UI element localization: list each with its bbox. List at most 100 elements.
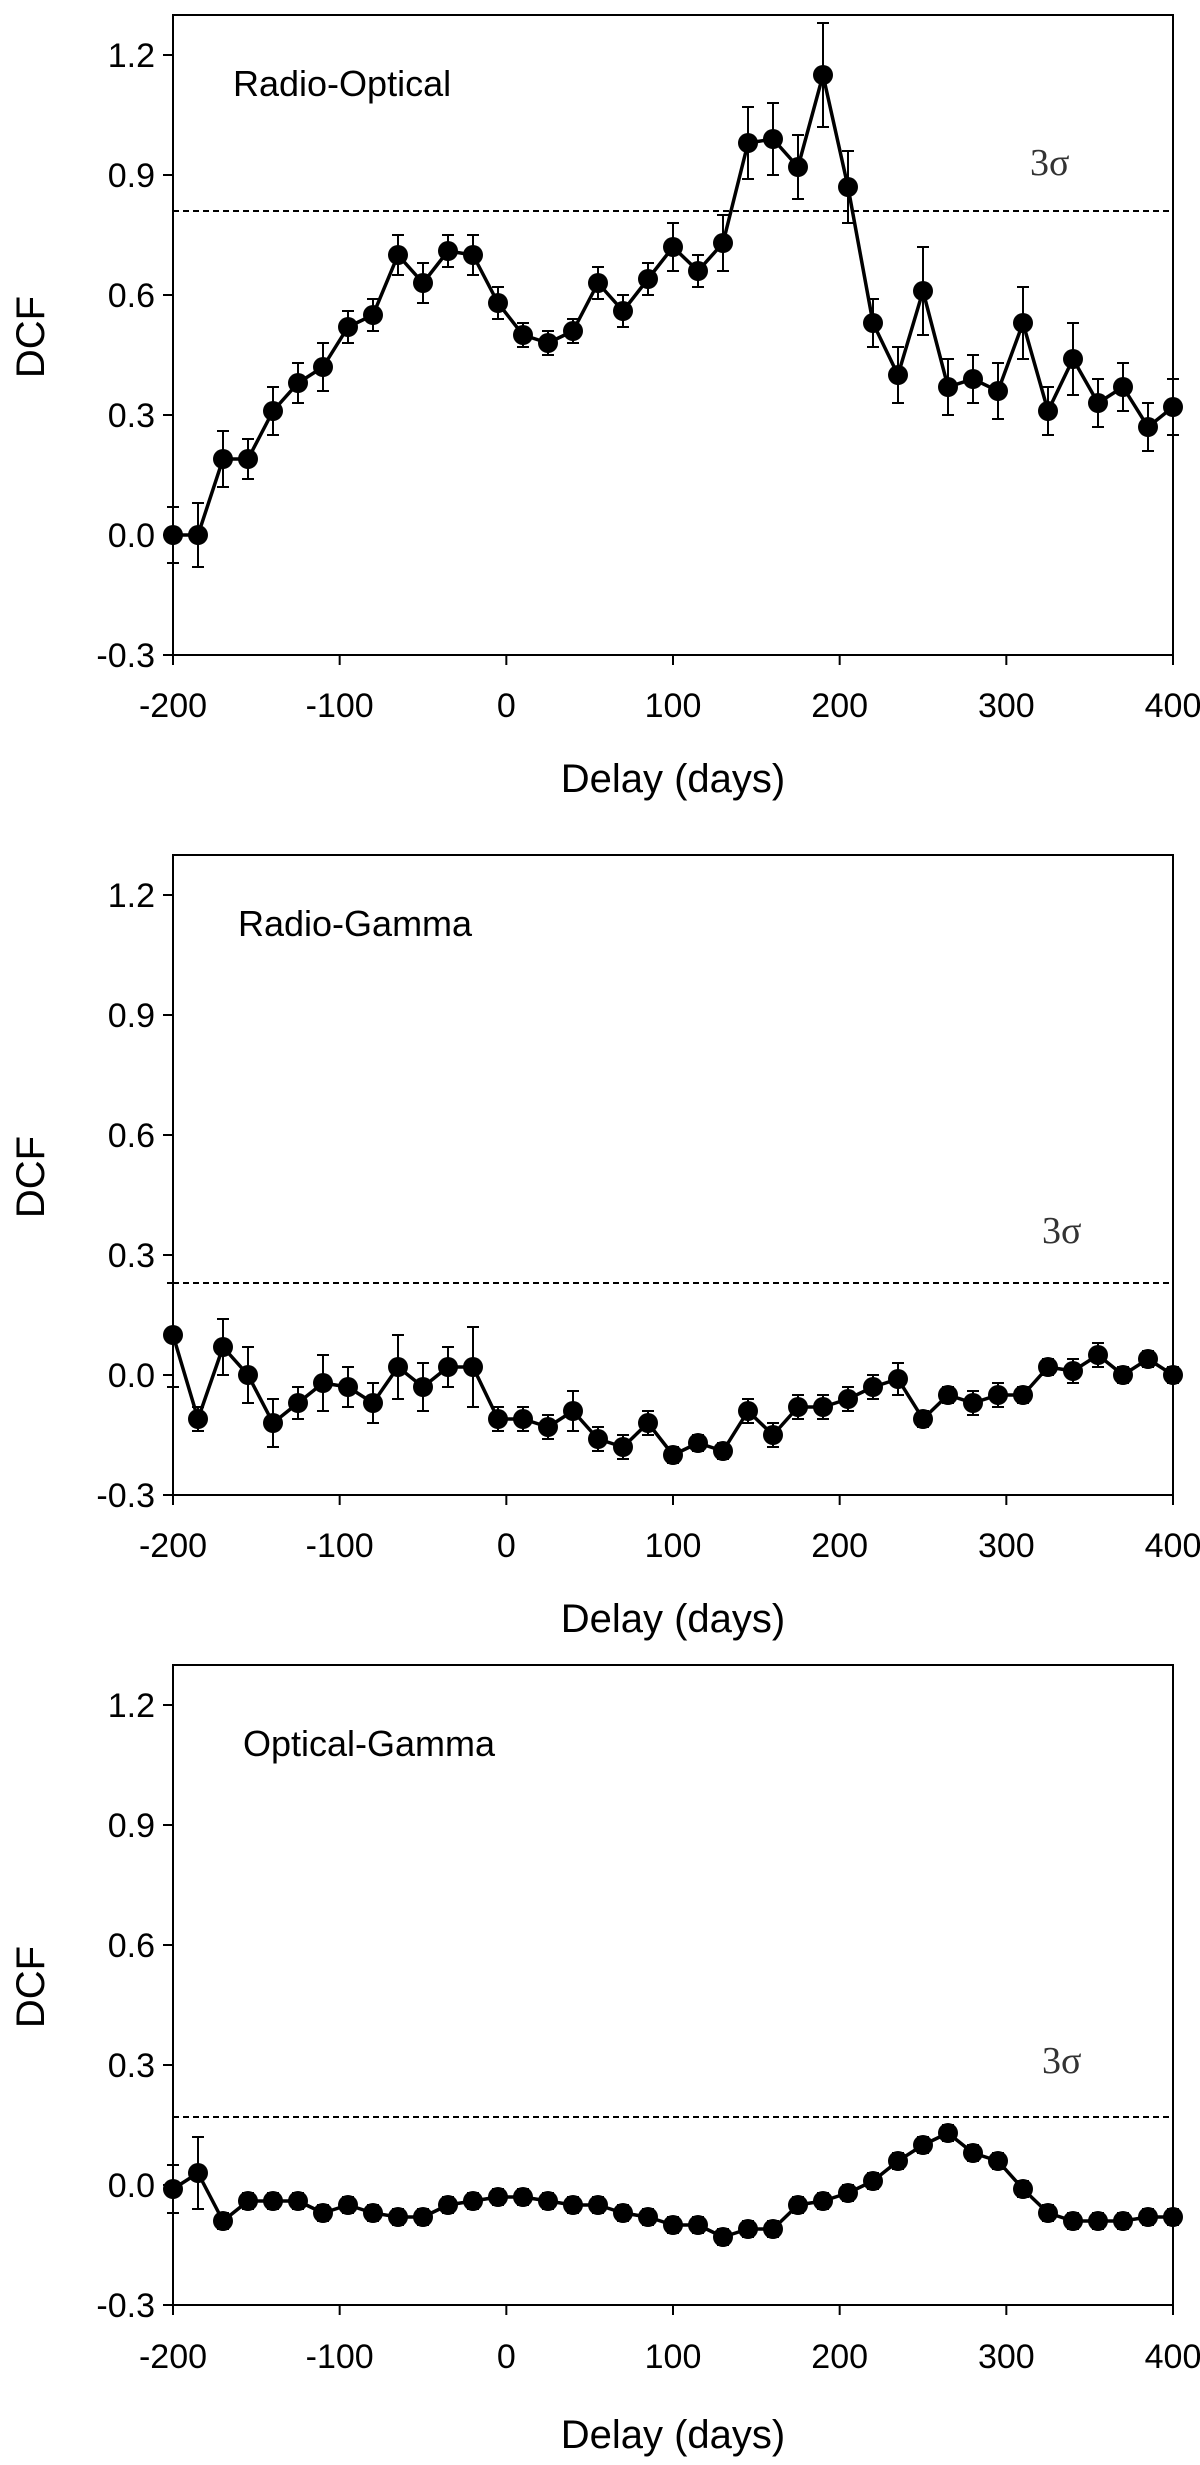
data-point — [738, 2219, 758, 2239]
data-point — [1138, 1349, 1158, 1369]
y-tick-label: 0.3 — [108, 397, 155, 435]
y-tick-label: 1.2 — [108, 37, 155, 75]
data-point — [513, 2187, 533, 2207]
data-point — [1063, 1361, 1083, 1381]
y-tick-label: 0.3 — [108, 2047, 155, 2085]
y-tick-label: 0.6 — [108, 277, 155, 315]
data-point — [1163, 1365, 1183, 1385]
y-tick-label: 0.0 — [108, 517, 155, 555]
x-tick-label: 100 — [645, 687, 702, 725]
data-point — [388, 1357, 408, 1377]
data-point — [663, 1445, 683, 1465]
x-axis-title: Delay (days) — [561, 757, 786, 801]
data-point — [588, 2195, 608, 2215]
y-tick-label: 0.0 — [108, 2167, 155, 2205]
data-point — [738, 1401, 758, 1421]
x-tick-label: -200 — [139, 1527, 207, 1565]
data-point — [438, 1357, 458, 1377]
data-point — [838, 177, 858, 197]
data-point — [963, 369, 983, 389]
x-tick-label: 0 — [497, 1527, 516, 1565]
radio-gamma-panel: Radio-Gamma Delay (days) DCF 3σ -0.3 0.0 0… — [9, 854, 1200, 1641]
threshold-label: 3σ — [1042, 2040, 1081, 2082]
data-point — [763, 129, 783, 149]
data-point — [263, 401, 283, 421]
data-point — [588, 1429, 608, 1449]
data-point — [588, 273, 608, 293]
data-point — [488, 293, 508, 313]
data-point — [1063, 349, 1083, 369]
data-point — [388, 245, 408, 265]
data-point — [688, 261, 708, 281]
data-point — [913, 1409, 933, 1429]
data-point — [363, 1393, 383, 1413]
data-point — [488, 2187, 508, 2207]
data-point — [788, 2195, 808, 2215]
panel-title: Radio-Optical — [233, 63, 451, 104]
x-tick-label: 0 — [497, 687, 516, 725]
data-point — [163, 2179, 183, 2199]
data-point — [663, 237, 683, 257]
data-point — [1163, 397, 1183, 417]
data-point — [238, 2191, 258, 2211]
data-point — [838, 1389, 858, 1409]
data-point — [1088, 393, 1108, 413]
x-tick-label: 0 — [497, 2338, 516, 2376]
data-point — [338, 317, 358, 337]
y-tick-label: 0.0 — [108, 1357, 155, 1395]
data-point — [163, 1325, 183, 1345]
data-point — [438, 2195, 458, 2215]
threshold-label: 3σ — [1042, 1210, 1081, 1252]
data-point — [888, 2151, 908, 2171]
data-point — [1038, 1357, 1058, 1377]
data-point — [188, 1409, 208, 1429]
y-tick-label: -0.3 — [96, 1477, 155, 1515]
x-tick-label: 100 — [645, 2338, 702, 2376]
radio-optical-panel: Radio-Optical Delay (days) DCF 3σ -0.3 0.… — [9, 14, 1200, 801]
data-point — [638, 1413, 658, 1433]
data-point — [838, 2183, 858, 2203]
data-point — [363, 305, 383, 325]
data-point — [663, 2215, 683, 2235]
data-point — [1138, 2207, 1158, 2227]
data-point — [313, 357, 333, 377]
data-point — [1013, 2179, 1033, 2199]
data-point — [1138, 417, 1158, 437]
data-point — [163, 525, 183, 545]
y-tick-label: 0.9 — [108, 1807, 155, 1845]
data-point — [688, 2215, 708, 2235]
y-tick-label: -0.3 — [96, 637, 155, 675]
data-point — [763, 2219, 783, 2239]
data-point — [1113, 377, 1133, 397]
x-tick-label: 300 — [978, 2338, 1035, 2376]
data-point — [513, 1409, 533, 1429]
y-tick-label: 1.2 — [108, 1687, 155, 1725]
x-tick-label: 400 — [1145, 687, 1200, 725]
x-tick-label: -200 — [139, 2338, 207, 2376]
data-point — [413, 2207, 433, 2227]
data-point — [863, 1377, 883, 1397]
data-point — [313, 2203, 333, 2223]
data-point — [988, 381, 1008, 401]
data-point — [338, 2195, 358, 2215]
data-point — [713, 1441, 733, 1461]
data-point — [1038, 401, 1058, 421]
data-point — [563, 2195, 583, 2215]
data-point — [613, 301, 633, 321]
data-point — [263, 2191, 283, 2211]
data-point — [1013, 313, 1033, 333]
y-tick-label: 0.6 — [108, 1927, 155, 1965]
x-tick-label: 400 — [1145, 2338, 1200, 2376]
data-point — [613, 2203, 633, 2223]
data-point — [438, 241, 458, 261]
y-tick-label: 0.6 — [108, 1117, 155, 1155]
data-point — [238, 449, 258, 469]
data-point — [938, 377, 958, 397]
data-point — [1063, 2211, 1083, 2231]
data-point — [538, 333, 558, 353]
data-point — [213, 1337, 233, 1357]
data-point — [963, 2143, 983, 2163]
data-point — [713, 2227, 733, 2247]
data-point — [1088, 1345, 1108, 1365]
